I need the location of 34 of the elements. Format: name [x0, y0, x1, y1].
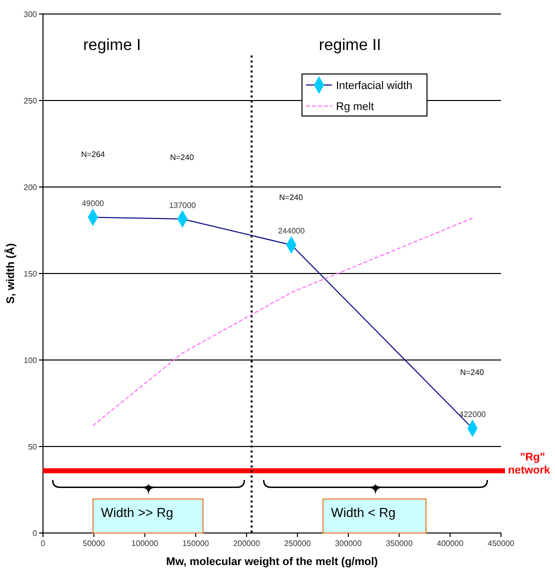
legend-label: Interfacial width	[336, 80, 412, 92]
x-tick-label: 350000	[386, 539, 414, 548]
x-tick-label: 250000	[284, 539, 312, 548]
x-tick-label: 200000	[233, 539, 260, 548]
annotation: 49000	[82, 199, 105, 208]
y-tick-label: 50	[28, 442, 38, 452]
y-tick-label: 100	[24, 356, 38, 365]
x-tick-label: 300000	[334, 539, 362, 548]
annotation: regime II	[318, 37, 382, 54]
ref-line-label: "Rg" network	[508, 452, 552, 477]
annotation: 422000	[459, 410, 486, 420]
y-tick-label: 0	[32, 528, 38, 538]
annotation: Width >> Rg	[101, 505, 174, 520]
y-tick-label: 150	[24, 269, 38, 278]
y-tick-label: 250	[24, 96, 38, 106]
legend-label: Rg melt	[336, 100, 374, 113]
x-tick-label: 0	[40, 539, 46, 548]
annotation: N=240	[170, 153, 194, 162]
y-axis-title: S, width (Å)	[4, 242, 17, 304]
x-tick-label: 50000	[82, 539, 106, 548]
x-axis-title: Mw, molecular weight of the melt (g/mol)	[166, 556, 378, 568]
annotation: regime I	[83, 37, 141, 54]
y-tick-label: 200	[24, 182, 38, 192]
annotation: N=240	[279, 193, 304, 202]
x-tick-label: 400000	[436, 539, 464, 548]
annotation: Width < Rg	[331, 505, 396, 520]
x-tick-label: 150000	[182, 539, 210, 548]
annotation: N=240	[460, 368, 484, 377]
y-tick-label: 300	[24, 10, 38, 19]
x-tick-label: 450000	[488, 539, 515, 548]
annotation: 244000	[278, 226, 306, 236]
annotation: 137000	[169, 200, 196, 210]
x-tick-label: 100000	[131, 539, 159, 548]
annotation: N=264	[81, 150, 106, 159]
